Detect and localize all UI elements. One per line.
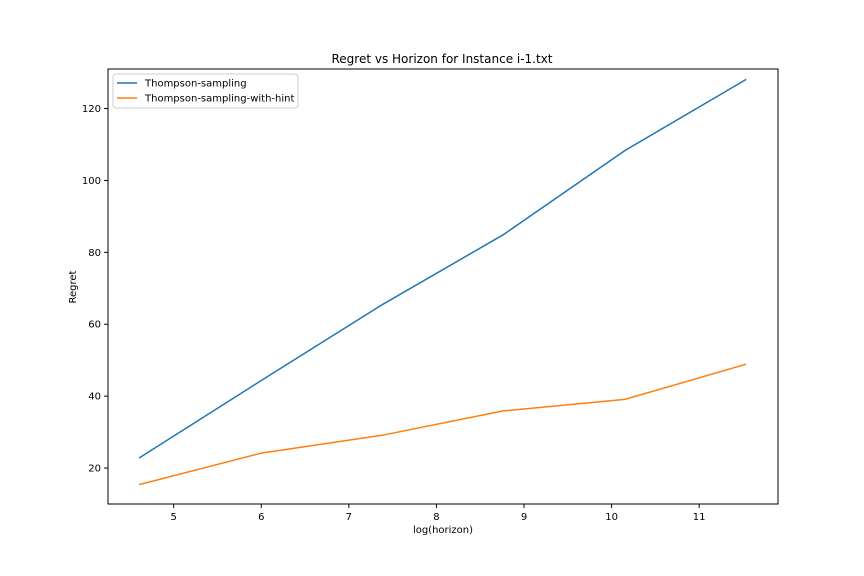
x-axis-ticks: 5 6 7 8 9 10 11 [170, 504, 706, 523]
y-tick-label: 60 [88, 320, 101, 331]
y-tick-label: 20 [88, 464, 101, 475]
legend-box [112, 73, 299, 109]
x-tick-label: 11 [693, 512, 706, 523]
y-axis-label: Regret [68, 270, 79, 303]
series-line-1 [138, 78, 747, 459]
x-tick-label: 5 [170, 512, 176, 523]
y-tick-label: 40 [88, 392, 101, 403]
y-tick-label: 120 [82, 104, 101, 115]
y-axis-ticks: 20 40 60 80 100 120 [82, 104, 108, 475]
x-tick-label: 6 [258, 512, 264, 523]
chart-title: Regret vs Horizon for Instance i-1.txt [331, 52, 552, 66]
plot-area: 5 6 7 8 9 10 11 20 40 60 80 100 120 [82, 68, 779, 523]
legend: Thompson-sampling Thompson-sampling-with-… [112, 73, 299, 109]
x-tick-label: 9 [521, 512, 527, 523]
x-tick-label: 10 [605, 512, 618, 523]
legend-label-2: Thompson-sampling-with-hint [144, 94, 294, 105]
x-tick-label: 8 [433, 512, 439, 523]
series-lines [138, 78, 747, 486]
series-line-2 [138, 363, 747, 486]
legend-label-1: Thompson-sampling [144, 79, 247, 90]
axes-frame [107, 68, 779, 505]
x-tick-label: 7 [346, 512, 352, 523]
y-tick-label: 100 [82, 176, 101, 187]
x-axis-label: log(horizon) [413, 525, 473, 536]
y-tick-label: 80 [88, 248, 101, 259]
